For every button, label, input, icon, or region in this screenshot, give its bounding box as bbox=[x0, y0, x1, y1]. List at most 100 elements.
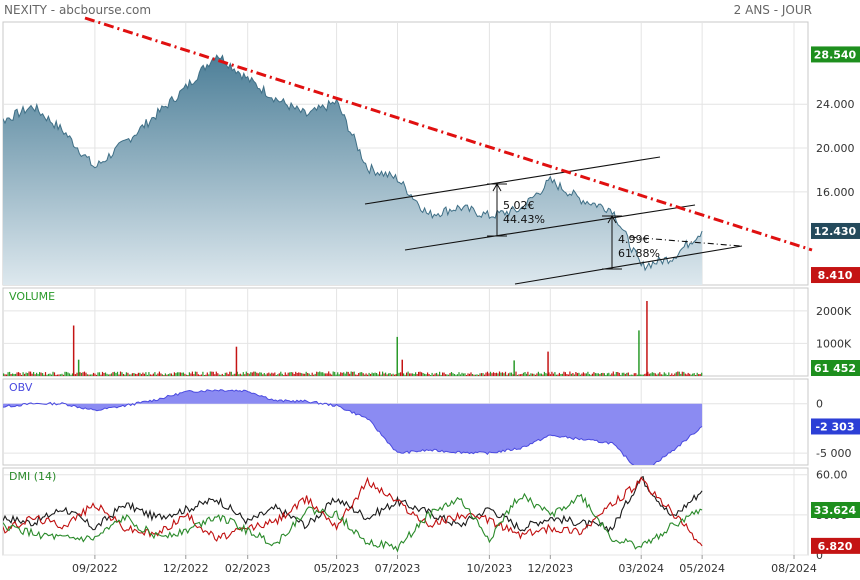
volume-bar bbox=[681, 371, 683, 376]
volume-bar bbox=[71, 373, 74, 376]
volume-bar bbox=[558, 372, 560, 376]
volume-bar bbox=[236, 371, 238, 376]
volume-spike-0 bbox=[72, 325, 75, 376]
volume-bar bbox=[25, 372, 27, 376]
channel-line-1 bbox=[404, 204, 696, 251]
volume-bar bbox=[540, 373, 542, 376]
volume-bar bbox=[254, 371, 256, 376]
volume-bar bbox=[428, 374, 430, 376]
volume-bar bbox=[392, 373, 394, 376]
volume-bar bbox=[406, 372, 408, 376]
volume-spike-3 bbox=[396, 336, 398, 376]
volume-bar bbox=[248, 373, 250, 376]
volume-bar bbox=[566, 374, 568, 376]
x-tick-label-3: 05/2023 bbox=[314, 562, 360, 575]
volume-bar bbox=[609, 374, 611, 376]
volume-bar bbox=[636, 374, 638, 376]
volume-bar bbox=[443, 372, 445, 376]
volume-bar bbox=[151, 374, 153, 376]
volume-bar bbox=[464, 373, 466, 376]
volume-bar bbox=[585, 373, 587, 376]
volume-bar bbox=[200, 374, 202, 376]
volume-bar bbox=[113, 371, 116, 376]
volume-bar bbox=[19, 373, 21, 376]
dmi-series-2 bbox=[3, 492, 703, 553]
volume-bar bbox=[656, 374, 658, 376]
volume-bar bbox=[433, 374, 435, 376]
volume-bar bbox=[161, 374, 163, 376]
volume-bar bbox=[620, 374, 622, 376]
x-tick-label-4: 07/2023 bbox=[375, 562, 421, 575]
volume-bar bbox=[427, 372, 429, 376]
volume-bar bbox=[82, 372, 84, 376]
obv-badge-label: -2 303 bbox=[815, 420, 854, 433]
volume-bar bbox=[627, 372, 629, 376]
volume-bar bbox=[554, 372, 556, 376]
volume-bar bbox=[530, 373, 532, 376]
volume-bar bbox=[191, 371, 193, 376]
volume-bar bbox=[696, 372, 698, 376]
volume-bar bbox=[611, 373, 613, 376]
volume-bar bbox=[524, 372, 526, 376]
volume-bar bbox=[179, 372, 181, 376]
volume-spike-4 bbox=[401, 359, 403, 376]
volume-bar bbox=[371, 372, 373, 376]
volume-spike-2 bbox=[235, 346, 238, 376]
volume-bar bbox=[27, 373, 29, 376]
volume-bar bbox=[242, 372, 244, 376]
volume-bar bbox=[112, 372, 114, 376]
volume-bar bbox=[317, 372, 319, 376]
volume-bar bbox=[323, 373, 325, 376]
price-badge-2-bg bbox=[811, 267, 860, 284]
volume-bar bbox=[521, 373, 523, 376]
volume-bar bbox=[181, 372, 183, 376]
volume-bar bbox=[59, 374, 62, 376]
volume-bar bbox=[335, 374, 337, 376]
x-tick-label-0: 09/2022 bbox=[72, 562, 118, 575]
volume-bar bbox=[208, 374, 210, 376]
volume-bar bbox=[506, 374, 508, 376]
volume-bar bbox=[280, 371, 282, 376]
volume-bar bbox=[43, 374, 45, 376]
volume-bar bbox=[596, 373, 598, 376]
volume-bar bbox=[639, 374, 641, 376]
volume-bar bbox=[46, 374, 48, 376]
volume-bar bbox=[256, 372, 258, 376]
volume-bar bbox=[139, 372, 141, 376]
volume-bar bbox=[564, 372, 566, 376]
pane-frame-vol bbox=[2, 287, 809, 377]
volume-bar bbox=[579, 374, 581, 376]
chart-range: 2 ANS - JOUR bbox=[733, 3, 812, 17]
volume-bar bbox=[690, 374, 692, 376]
volume-bar bbox=[510, 372, 513, 376]
volume-bar bbox=[459, 374, 462, 376]
volume-bar bbox=[680, 373, 682, 376]
volume-bar bbox=[326, 373, 328, 376]
volume-bar bbox=[606, 373, 608, 376]
vol-tick-label: 2000K bbox=[816, 305, 852, 318]
volume-bar bbox=[456, 374, 459, 376]
volume-bar bbox=[689, 373, 691, 376]
volume-bar bbox=[503, 373, 505, 376]
volume-bar bbox=[332, 371, 334, 376]
price-badge-0-bg bbox=[811, 46, 860, 63]
volume-bars bbox=[3, 301, 703, 376]
volume-bar bbox=[452, 373, 454, 376]
volume-bar bbox=[672, 374, 674, 376]
volume-bar bbox=[31, 373, 33, 376]
volume-bar bbox=[412, 373, 414, 376]
measure-1-amount: 5.02€ bbox=[503, 199, 535, 212]
volume-bar bbox=[239, 373, 241, 376]
volume-bar bbox=[36, 372, 38, 376]
volume-bar bbox=[245, 371, 247, 376]
volume-bar bbox=[699, 374, 701, 376]
volume-bar bbox=[68, 373, 71, 376]
volume-bar bbox=[665, 373, 667, 376]
volume-bar bbox=[425, 374, 427, 376]
volume-bar bbox=[40, 372, 42, 376]
volume-bar bbox=[584, 373, 586, 376]
volume-bar bbox=[588, 374, 590, 376]
volume-bar bbox=[91, 374, 93, 376]
volume-bar bbox=[281, 373, 283, 376]
volume-bar bbox=[218, 374, 220, 376]
